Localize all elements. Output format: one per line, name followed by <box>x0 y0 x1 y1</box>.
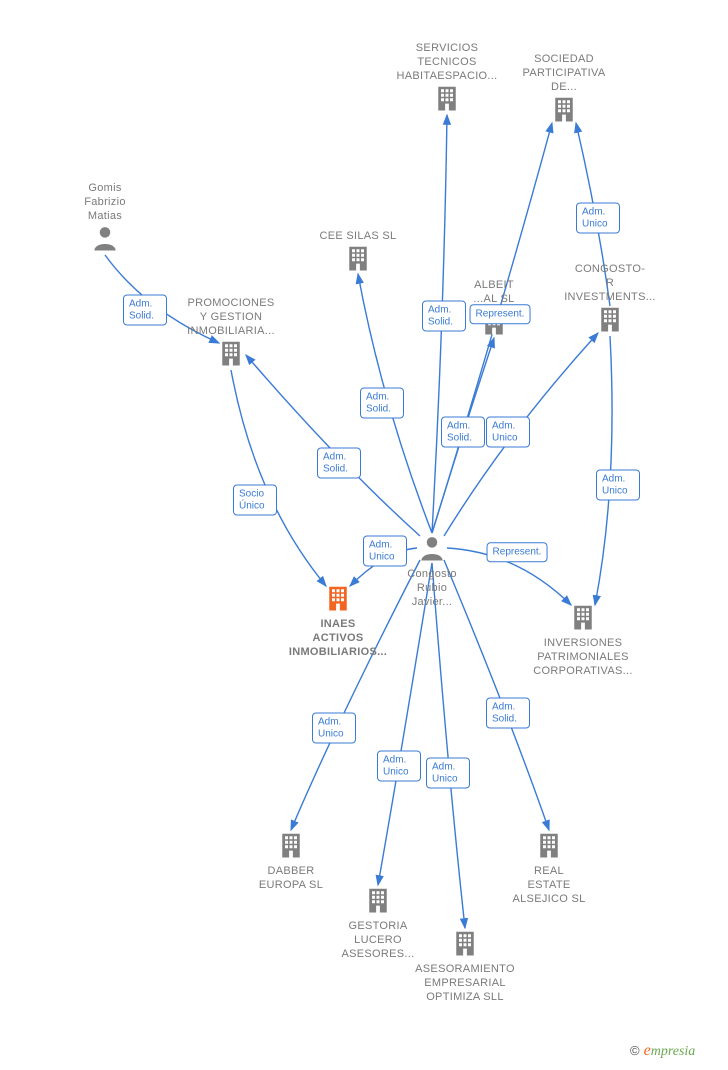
node-label: PROMOCIONES Y GESTION INMOBILIARIA... <box>176 297 286 338</box>
building-icon <box>545 304 675 339</box>
building-icon <box>308 243 408 278</box>
node-sociedad[interactable]: SOCIEDAD PARTICIPATIVA DE... <box>499 53 629 129</box>
node-dabber[interactable]: DABBER EUROPA SL <box>241 830 341 893</box>
edge-label: Adm. Unico <box>596 470 640 501</box>
edge-label: Adm. Solid. <box>360 388 404 419</box>
edge-promo-inaes <box>231 370 326 586</box>
node-label: INVERSIONES PATRIMONIALES CORPORATIVAS..… <box>513 637 653 678</box>
node-label: SOCIEDAD PARTICIPATIVA DE... <box>499 53 629 94</box>
edge-label: Adm. Solid. <box>422 301 466 332</box>
node-cee[interactable]: CEE SILAS SL <box>308 230 408 279</box>
building-icon <box>513 602 653 637</box>
edge-label: Adm. Unico <box>377 751 421 782</box>
edge-label: Adm. Solid. <box>317 448 361 479</box>
building-icon <box>494 830 604 865</box>
copyright-symbol: © <box>630 1043 640 1058</box>
node-label: GESTORIA LUCERO ASESORES... <box>323 920 433 961</box>
node-real[interactable]: REAL ESTATE ALSEJICO SL <box>494 830 604 906</box>
node-label: ASESORAMIENTO EMPRESARIAL OPTIMIZA SLL <box>395 963 535 1004</box>
node-gomis[interactable]: Gomis Fabrizio Matias <box>65 182 145 258</box>
edge-congosto-asesor <box>432 563 465 928</box>
edge-label: Adm. Unico <box>426 758 470 789</box>
node-label: INAES ACTIVOS INMOBILIARIOS... <box>268 618 408 659</box>
edge-label: Adm. Unico <box>576 203 620 234</box>
node-label: Gomis Fabrizio Matias <box>65 182 145 223</box>
node-label: Congosto Rubio Javier... <box>387 568 477 609</box>
edge-label: Adm. Solid. <box>486 698 530 729</box>
node-label: REAL ESTATE ALSEJICO SL <box>494 865 604 906</box>
footer-brand: © empresia <box>630 1042 695 1060</box>
building-icon <box>241 830 341 865</box>
edge-label: Adm. Solid. <box>441 417 485 448</box>
node-label: DABBER EUROPA SL <box>241 865 341 893</box>
edge-label: Represent. <box>470 304 531 324</box>
node-promo[interactable]: PROMOCIONES Y GESTION INMOBILIARIA... <box>176 297 286 373</box>
node-servicios[interactable]: SERVICIOS TECNICOS HABITAESPACIO... <box>382 42 512 118</box>
node-label: CEE SILAS SL <box>308 230 408 244</box>
person-icon <box>65 223 145 258</box>
edge-label: Adm. Solid. <box>123 295 167 326</box>
building-icon <box>499 94 629 129</box>
node-inversiones[interactable]: INVERSIONES PATRIMONIALES CORPORATIVAS..… <box>513 602 653 678</box>
node-congostor[interactable]: CONGOSTO- R INVESTMENTS... <box>545 263 675 339</box>
building-icon <box>382 83 512 118</box>
edge-label: Adm. Unico <box>363 536 407 567</box>
edge-label: Adm. Unico <box>486 417 530 448</box>
edge-label: Adm. Unico <box>312 713 356 744</box>
building-icon <box>176 338 286 373</box>
brand-rest: mpresia <box>651 1044 696 1059</box>
brand-letter-e: e <box>644 1042 651 1059</box>
edge-label: Represent. <box>487 542 548 562</box>
node-label: CONGOSTO- R INVESTMENTS... <box>545 263 675 304</box>
node-gestoria[interactable]: GESTORIA LUCERO ASESORES... <box>323 885 433 961</box>
node-label: SERVICIOS TECNICOS HABITAESPACIO... <box>382 42 512 83</box>
edge-label: Socio Único <box>233 485 277 516</box>
